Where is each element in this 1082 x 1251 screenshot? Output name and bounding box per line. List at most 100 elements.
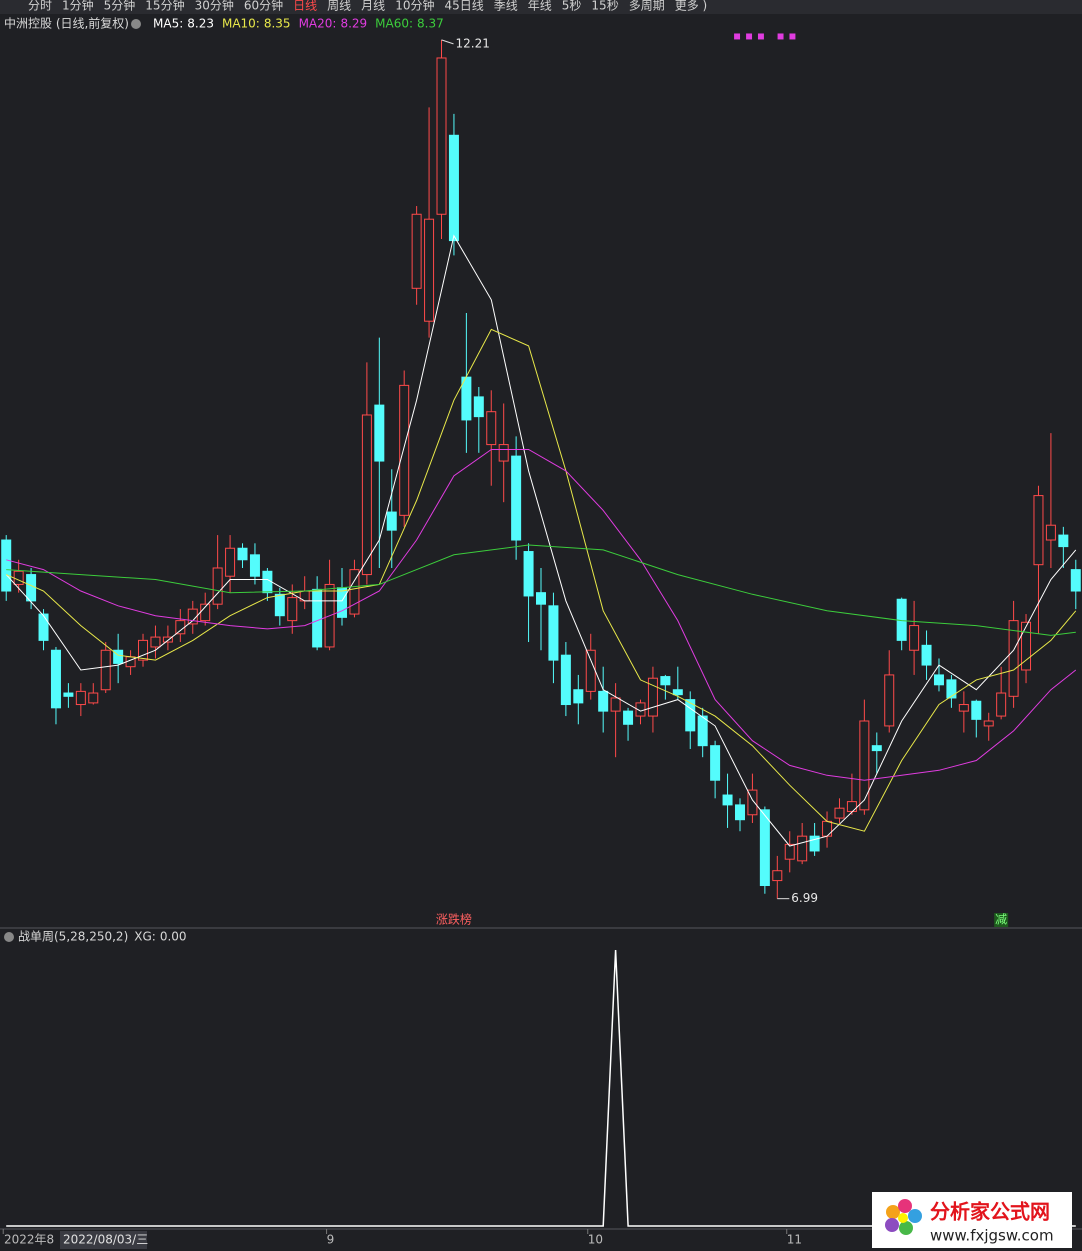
signal-label: 减 — [995, 913, 1007, 927]
candle-body — [685, 699, 696, 732]
cursor-date: 2022/08/03/三 — [63, 1233, 148, 1247]
legend-name: MA20: — [299, 17, 337, 31]
toolbar-tab[interactable]: 周线 — [327, 0, 351, 13]
candle-body — [113, 649, 124, 664]
indicator-value: 0.00 — [160, 930, 187, 944]
candle-body — [859, 720, 870, 811]
watermark: 分析家公式网 www.fxjgsw.com — [872, 1192, 1072, 1248]
toolbar-tab[interactable]: 15分钟 — [145, 0, 184, 13]
toolbar-tab[interactable]: 45日线 — [444, 0, 483, 13]
candle-body — [759, 809, 770, 887]
toolbar-tab[interactable]: 5分钟 — [104, 0, 136, 13]
toolbar-tab[interactable]: 更多 ) — [675, 0, 708, 13]
legend-value: 8.35 — [264, 17, 291, 31]
candle-body — [884, 674, 895, 727]
candle-body — [747, 789, 758, 816]
candle-body — [138, 639, 149, 661]
ma-line — [6, 544, 1076, 636]
candle-body — [548, 605, 559, 661]
candle-body — [75, 690, 86, 706]
candle-body — [312, 588, 323, 648]
logo-petal — [898, 1199, 912, 1213]
candle-body — [486, 411, 497, 446]
candle-body — [162, 636, 173, 643]
logo-center — [898, 1213, 908, 1223]
candle-body — [734, 804, 745, 821]
candle-body — [225, 547, 236, 577]
signal-label: 涨跌榜 — [436, 912, 472, 927]
toolbar-tab[interactable]: 多周期 — [629, 0, 665, 13]
candle-body — [337, 587, 348, 618]
candle-body — [710, 745, 721, 781]
indicator-title: 战单周(5,28,250,2) — [18, 930, 128, 944]
candle-body — [38, 613, 49, 641]
candle-body — [374, 404, 385, 462]
legend-value: 8.23 — [187, 17, 214, 31]
toolbar-tab[interactable]: 1分钟 — [62, 0, 94, 13]
candle-body — [846, 801, 857, 812]
candle-body — [448, 134, 459, 242]
indicator-icon — [4, 932, 14, 942]
candle-body — [722, 794, 733, 806]
candle-body — [26, 574, 37, 602]
candle-body — [473, 396, 484, 418]
toolbar-tab[interactable]: 分时 — [28, 0, 52, 13]
toolbar-tab[interactable]: 10分钟 — [395, 0, 434, 13]
candle-body — [573, 689, 584, 704]
candle-body — [958, 704, 969, 712]
legend-value: 8.29 — [340, 17, 367, 31]
candle-body — [187, 608, 198, 625]
signal-bg — [994, 913, 1009, 927]
annotation-arrow — [441, 39, 454, 45]
toolbar-tab[interactable]: 月线 — [361, 0, 385, 13]
marker-dots: ▪ ▪ ▪ ▪ ▪ — [733, 29, 797, 43]
candle-body — [411, 213, 422, 289]
candle-body — [1, 539, 12, 592]
toolbar-tab[interactable]: 60分钟 — [244, 0, 283, 13]
ma-line — [5, 328, 1077, 832]
toolbar-tab[interactable]: 15秒 — [591, 0, 618, 13]
candle-body — [536, 592, 546, 605]
candle-body — [797, 835, 808, 862]
legend-name: MA60: — [375, 17, 413, 31]
candle-body — [647, 677, 658, 717]
ma-line — [6, 449, 1077, 781]
watermark-title: 分析家公式网 — [930, 1200, 1050, 1224]
candle-body — [13, 570, 24, 585]
candle-body — [809, 835, 820, 852]
candle-body — [834, 807, 845, 819]
candle-body — [249, 554, 260, 577]
x-tick-label: 2022年8 — [4, 1233, 54, 1247]
annotation-label: 6.99 — [791, 891, 818, 905]
candle-body — [1045, 524, 1056, 541]
candle-body — [1008, 620, 1019, 697]
candle-body — [1021, 621, 1032, 671]
toolbar-tab[interactable]: 日线 — [293, 0, 317, 13]
candle-body — [598, 690, 609, 712]
toolbar-tab[interactable]: 年线 — [528, 0, 552, 13]
candle-body — [660, 676, 671, 686]
candle-body — [772, 870, 783, 882]
candle-body — [822, 820, 833, 837]
ma-line — [5, 234, 1077, 847]
toolbar-tab[interactable]: 5秒 — [562, 0, 582, 13]
candle-body — [349, 569, 360, 615]
chart-title: 中洲控股 (日线,前复权) — [4, 16, 129, 31]
toolbar-tab[interactable]: 30分钟 — [195, 0, 234, 13]
candle-body — [1070, 569, 1081, 592]
toolbar-tab[interactable]: 季线 — [494, 0, 518, 13]
candle-body — [399, 384, 410, 516]
x-tick-label: 11 — [787, 1233, 802, 1247]
candle-body — [585, 649, 596, 692]
candle-body — [100, 649, 111, 691]
candle-body — [88, 692, 99, 704]
candle-body — [1033, 495, 1044, 566]
legend-icon — [131, 19, 141, 29]
candle-body — [63, 692, 74, 697]
logo-petal — [885, 1218, 899, 1232]
candle-body — [523, 551, 534, 597]
candle-body — [909, 625, 920, 651]
candle-body — [361, 414, 372, 576]
legend-value: 8.37 — [417, 17, 444, 31]
legend-name: MA5: — [153, 17, 183, 31]
